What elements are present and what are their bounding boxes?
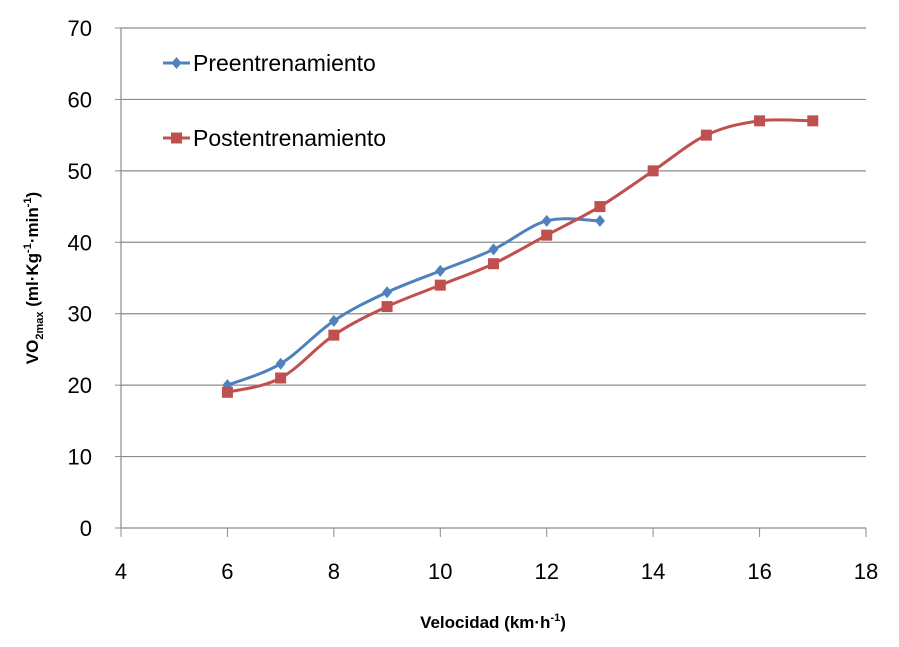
legend-label: Postentrenamiento — [193, 125, 386, 151]
x-axis-title: Velocidad (km·h-1) — [420, 612, 566, 632]
y-tick-label: 0 — [80, 516, 92, 541]
legend-item: Postentrenamiento — [163, 125, 386, 151]
series-group — [221, 115, 819, 398]
x-tick-label: 16 — [747, 559, 771, 584]
x-tick-label: 4 — [115, 559, 127, 584]
data-point — [382, 286, 393, 299]
data-point — [221, 386, 233, 398]
data-point — [275, 372, 287, 384]
data-point — [807, 115, 819, 127]
data-point — [275, 357, 286, 370]
y-tick-label: 70 — [68, 16, 92, 41]
x-tick-label: 10 — [428, 559, 452, 584]
diamond-marker-icon — [171, 57, 182, 69]
data-point — [700, 129, 712, 141]
legend: Preentrenamiento Postentrenamiento — [163, 50, 386, 151]
y-tick-label: 20 — [68, 373, 92, 398]
data-point — [647, 165, 659, 177]
data-point — [328, 329, 340, 341]
y-tick-label: 30 — [68, 302, 92, 327]
data-point — [594, 201, 606, 213]
y-tick-label: 60 — [68, 87, 92, 112]
data-point — [328, 314, 339, 327]
y-tick-label: 10 — [68, 445, 92, 470]
x-tick-label: 12 — [534, 559, 558, 584]
data-point — [488, 243, 499, 256]
x-tick-label: 8 — [328, 559, 340, 584]
data-point — [434, 279, 446, 291]
data-point — [541, 214, 552, 227]
series-postentrenamiento — [221, 115, 819, 398]
series-preentrenamiento — [222, 214, 605, 392]
legend-item: Preentrenamiento — [163, 50, 376, 76]
data-point — [541, 229, 553, 241]
x-tick-label: 18 — [854, 559, 878, 584]
series-line — [226, 217, 600, 387]
data-point — [754, 115, 766, 127]
y-axis-title: VO2max (ml·Kg-1·min-1) — [22, 192, 46, 364]
x-tick-label: 6 — [221, 559, 233, 584]
square-marker-icon — [171, 132, 182, 144]
gridlines — [121, 27, 866, 458]
data-point — [488, 258, 499, 270]
y-tick-label: 40 — [68, 230, 92, 255]
y-tick-label: 50 — [68, 159, 92, 184]
data-point — [594, 214, 605, 227]
legend-label: Preentrenamiento — [193, 50, 376, 76]
axes — [115, 27, 867, 537]
series-line — [227, 118, 813, 394]
x-tick-labels: 4 6 8 10 12 14 16 18 — [115, 559, 878, 584]
data-point — [381, 301, 393, 313]
y-tick-labels: 0 10 20 30 40 50 60 70 — [68, 16, 92, 541]
data-point — [435, 264, 446, 277]
x-tick-label: 14 — [641, 559, 665, 584]
